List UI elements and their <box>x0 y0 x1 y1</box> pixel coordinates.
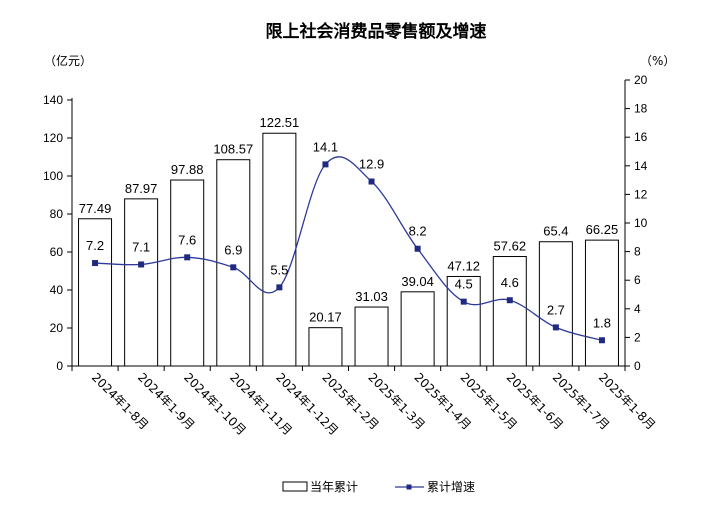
bar-label-7: 39.04 <box>401 274 434 289</box>
growth-label-2: 7.6 <box>178 232 196 247</box>
growth-markers <box>92 161 605 344</box>
left-tick-label-0: 0 <box>56 359 63 373</box>
legend-line-marker <box>406 484 412 490</box>
bar-label-0: 77.49 <box>79 201 112 216</box>
bar-label-10: 65.4 <box>543 224 568 239</box>
growth-label-1: 7.1 <box>132 239 150 254</box>
bar-10 <box>538 241 573 367</box>
bar-6 <box>354 306 389 367</box>
legend-bar-swatch <box>282 481 308 492</box>
left-tick-label-5: 100 <box>43 169 63 183</box>
axes: 0 20 40 60 80 100 120 140 0 2 4 6 8 10 12 14 16 18 20 <box>43 73 648 373</box>
left-tick-label-3: 60 <box>50 245 64 259</box>
bar-7 <box>400 291 435 367</box>
growth-marker-5 <box>322 161 329 168</box>
right-tick-label-9: 18 <box>634 102 648 116</box>
bar-2 <box>170 179 205 367</box>
growth-marker-10 <box>552 324 559 331</box>
right-tick-label-4: 8 <box>634 245 641 259</box>
left-tick-label-6: 120 <box>43 131 63 145</box>
bar-11 <box>584 239 619 367</box>
growth-label-7: 8.2 <box>409 224 427 239</box>
left-tick-label-1: 20 <box>50 321 64 335</box>
bar-series <box>78 132 619 367</box>
legend: 当年累计 累计增速 <box>282 480 475 494</box>
bar-label-2: 97.88 <box>171 162 204 177</box>
bar-0 <box>78 218 113 367</box>
left-tick-label-7: 140 <box>43 93 63 107</box>
bar-5 <box>308 327 343 367</box>
growth-marker-3 <box>230 264 237 271</box>
bar-1 <box>124 198 159 367</box>
chart-title: 限上社会消费品零售额及增速 <box>266 21 487 42</box>
right-tick-label-2: 4 <box>634 302 641 316</box>
growth-label-6: 12.9 <box>359 157 384 172</box>
bar-label-6: 31.03 <box>355 289 388 304</box>
right-tick-label-7: 14 <box>634 159 648 173</box>
growth-label-9: 4.6 <box>501 275 519 290</box>
growth-label-8: 4.5 <box>455 277 473 292</box>
growth-marker-8 <box>460 298 467 305</box>
right-axis-unit: （%） <box>640 54 675 68</box>
growth-labels: 7.2 7.1 7.6 6.9 5.5 14.1 12.9 8.2 4.5 4.6 2.7 1.8 <box>86 139 611 330</box>
growth-label-3: 6.9 <box>224 242 242 257</box>
right-tick-label-3: 6 <box>634 273 641 287</box>
bar-8 <box>446 275 481 367</box>
left-tick-label-2: 40 <box>50 283 64 297</box>
bar-label-11: 66.25 <box>586 222 619 237</box>
bar-label-5: 20.17 <box>309 310 342 325</box>
bar-9 <box>492 256 527 367</box>
legend-line-label: 累计增速 <box>427 480 475 494</box>
bar-label-1: 87.97 <box>125 181 158 196</box>
growth-marker-0 <box>92 260 99 267</box>
left-axis-unit: （亿元） <box>44 53 92 68</box>
bar-3 <box>216 159 251 367</box>
right-tick-label-6: 12 <box>634 187 648 201</box>
bar-labels: 77.49 87.97 97.88 108.57 122.51 20.17 31.03 39.… <box>79 115 618 324</box>
bar-4 <box>262 132 297 367</box>
growth-marker-11 <box>598 337 605 344</box>
right-tick-label-5: 10 <box>634 216 648 230</box>
bar-label-4: 122.51 <box>259 115 299 130</box>
right-tick-label-1: 2 <box>634 330 641 344</box>
growth-marker-1 <box>138 261 145 268</box>
growth-marker-7 <box>414 245 421 252</box>
bar-label-9: 57.62 <box>494 239 527 254</box>
growth-label-5: 14.1 <box>313 139 338 154</box>
growth-marker-4 <box>276 284 283 291</box>
bar-label-3: 108.57 <box>213 142 253 157</box>
x-tick-labels: 2024年1-8月2024年1-9月2024年1-10月2024年1-11月20… <box>89 370 658 438</box>
legend-bar-label: 当年累计 <box>310 480 358 494</box>
bar-label-8: 47.12 <box>447 258 480 273</box>
growth-marker-2 <box>184 254 191 261</box>
growth-label-10: 2.7 <box>547 302 565 317</box>
growth-label-11: 1.8 <box>593 315 611 330</box>
right-tick-label-8: 16 <box>634 130 648 144</box>
growth-marker-6 <box>368 178 375 185</box>
left-tick-label-4: 80 <box>50 207 64 221</box>
growth-label-4: 5.5 <box>270 262 288 277</box>
right-tick-label-10: 20 <box>634 73 648 87</box>
right-tick-label-0: 0 <box>634 359 641 373</box>
growth-marker-9 <box>506 297 513 304</box>
growth-label-0: 7.2 <box>86 238 104 253</box>
